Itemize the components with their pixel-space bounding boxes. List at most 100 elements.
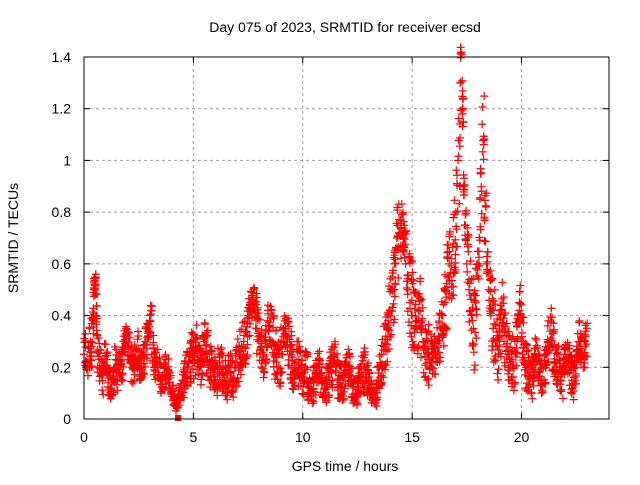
- data-point: [549, 325, 558, 334]
- data-point: [407, 332, 416, 341]
- data-point: [383, 357, 392, 366]
- data-point: [581, 342, 590, 351]
- data-point: [582, 352, 591, 361]
- data-point: [381, 346, 390, 355]
- data-point: [409, 340, 418, 349]
- axis-ticks: 0 0.2 0.4 0.6 0.8 1 1.2 1.4 0 5 10 15 20: [52, 49, 609, 445]
- data-point: [92, 302, 101, 311]
- data-point: [411, 312, 420, 321]
- data-point: [517, 300, 526, 309]
- data-point: [85, 324, 94, 333]
- data-point: [521, 339, 530, 348]
- data-point: [393, 206, 402, 215]
- data-point: [207, 347, 216, 356]
- data-point: [469, 348, 478, 357]
- data-point: [344, 345, 353, 354]
- data-point: [474, 253, 483, 262]
- data-point: [476, 168, 485, 177]
- data-point: [495, 340, 504, 349]
- data-point: [252, 324, 261, 333]
- data-point: [451, 265, 460, 274]
- data-point: [124, 328, 133, 337]
- data-point: [113, 386, 122, 395]
- data-point: [278, 368, 287, 377]
- data-point: [472, 334, 481, 343]
- data-point: [549, 365, 558, 374]
- data-point: [486, 266, 495, 275]
- data-point: [435, 357, 444, 366]
- data-point: [96, 346, 105, 355]
- data-point: [478, 147, 487, 156]
- data-point: [236, 370, 245, 379]
- data-point: [346, 352, 355, 361]
- x-tick-label: 20: [514, 429, 530, 445]
- data-point: [524, 346, 533, 355]
- data-point: [311, 390, 320, 399]
- data-point: [243, 332, 252, 341]
- data-point: [250, 298, 259, 307]
- data-point: [397, 210, 406, 219]
- data-point: [457, 48, 466, 57]
- data-point: [561, 340, 570, 349]
- data-point: [98, 376, 107, 385]
- data-point: [460, 180, 469, 189]
- data-point: [509, 386, 518, 395]
- data-point: [118, 376, 127, 385]
- data-point: [275, 344, 284, 353]
- data-point: [140, 362, 149, 371]
- data-point: [420, 343, 429, 352]
- data-point: [494, 333, 503, 342]
- data-point: [557, 385, 566, 394]
- data-point: [173, 403, 182, 412]
- data-point: [471, 291, 480, 300]
- data-point: [299, 390, 308, 399]
- data-point: [566, 352, 575, 361]
- y-tick-label: 0.2: [52, 359, 72, 375]
- y-axis-label: SRMTID / TECUs: [5, 183, 21, 293]
- data-point: [325, 361, 334, 370]
- data-point: [401, 240, 410, 249]
- data-point: [351, 376, 360, 385]
- data-point: [391, 259, 400, 268]
- data-point: [183, 362, 192, 371]
- data-point: [458, 122, 467, 131]
- data-point: [528, 394, 537, 403]
- data-point: [547, 304, 556, 313]
- data-point: [97, 371, 106, 380]
- data-point: [440, 298, 449, 307]
- data-point: [405, 329, 414, 338]
- data-point: [527, 389, 536, 398]
- data-point: [394, 274, 403, 283]
- data-point: [284, 317, 293, 326]
- data-point: [92, 289, 101, 298]
- data-point: [417, 295, 426, 304]
- data-point: [283, 318, 292, 327]
- data-point: [105, 366, 114, 375]
- data-point: [272, 370, 281, 379]
- data-point: [226, 369, 235, 378]
- data-point: [81, 329, 90, 338]
- data-point: [271, 326, 280, 335]
- data-point: [146, 317, 155, 326]
- data-point: [197, 375, 206, 384]
- data-point: [275, 379, 284, 388]
- data-point: [464, 233, 473, 242]
- data-point: [512, 361, 521, 370]
- data-point: [400, 221, 409, 230]
- data-point: [149, 331, 158, 340]
- x-tick-label: 5: [189, 429, 197, 445]
- data-point: [262, 355, 271, 364]
- data-point: [345, 362, 354, 371]
- data-point: [198, 370, 207, 379]
- data-point: [547, 334, 556, 343]
- data-point: [579, 363, 588, 372]
- data-point: [376, 380, 385, 389]
- x-tick-label: 15: [404, 429, 420, 445]
- data-point: [245, 319, 254, 328]
- data-point: [513, 314, 522, 323]
- data-point: [512, 349, 521, 358]
- data-point: [467, 275, 476, 284]
- data-point: [418, 314, 427, 323]
- y-tick-label: 0.8: [52, 204, 72, 220]
- data-point: [424, 320, 433, 329]
